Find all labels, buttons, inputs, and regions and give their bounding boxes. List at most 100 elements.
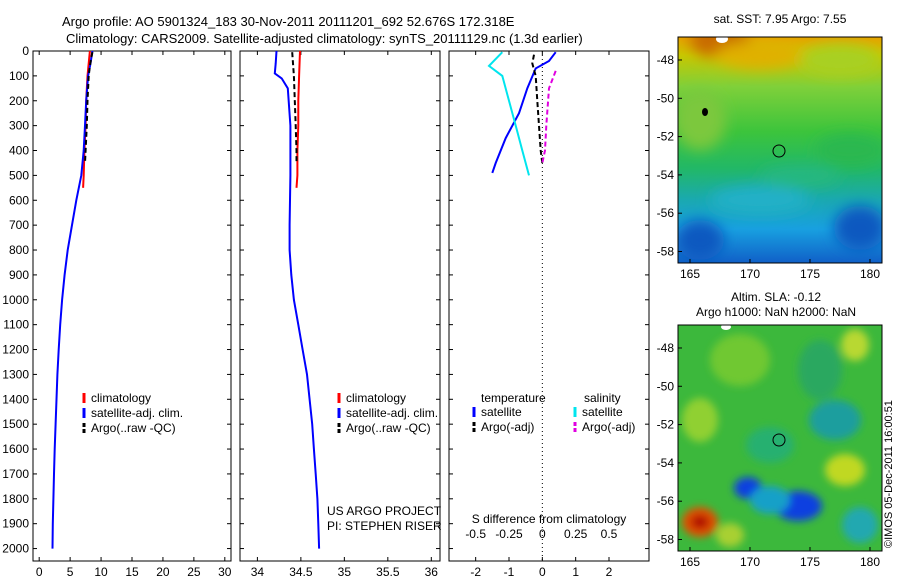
x-tick-label: 30	[218, 565, 232, 579]
series-line-argo-raw-qc-	[84, 52, 94, 164]
legend-title-salinity: salinity	[584, 391, 621, 405]
y-tick-label: 400	[9, 144, 29, 158]
difference-legend-entry-label: satellite	[481, 405, 522, 419]
salinity-plot-frame	[239, 50, 441, 562]
sst-island	[716, 37, 728, 43]
salinity-panel: 3434.53535.536salinityclimatologysatelli…	[239, 50, 442, 580]
salinity-legend-entry-label: satellite-adj. clim.	[346, 406, 438, 420]
s-tick-label: -0.5	[465, 527, 486, 541]
series-line-satellite	[491, 51, 557, 174]
y-tick-label: 1800	[2, 492, 29, 506]
difference-legend-entry-label: satellite	[582, 405, 623, 419]
series-line-argo-raw-qc-	[291, 52, 298, 163]
s-tick-label: 0	[539, 527, 546, 541]
x-tick-label: 0	[539, 565, 546, 579]
y-tick-label: 800	[9, 243, 29, 257]
map-y-tick-label: -52	[657, 418, 675, 432]
y-tick-label: 100	[9, 69, 29, 83]
x-tick-label: 2	[606, 565, 613, 579]
x-tick-label: 34.5	[289, 565, 313, 579]
salinity-legend-entry-label: Argo(..raw -QC)	[346, 421, 431, 435]
map-y-tick-label: -56	[657, 206, 675, 220]
y-tick-label: 500	[9, 168, 29, 182]
map-x-tick-label: 175	[800, 267, 820, 281]
sst-island	[702, 108, 708, 116]
y-tick-label: 1900	[2, 517, 29, 531]
map-y-tick-label: -48	[657, 341, 675, 355]
temperature-legend-entry-label: satellite-adj. clim.	[91, 406, 183, 420]
sla-island	[721, 325, 731, 330]
y-tick-label: 1100	[3, 318, 29, 332]
temperature-legend-entry-label: Argo(..raw -QC)	[91, 421, 176, 435]
sst-map-axes: 165 170 175 180 -48 -50 -52 -54 -56 -58	[657, 53, 881, 281]
s-tick-label: 0.25	[564, 527, 588, 541]
profile-title: Argo profile: AO 5901324_183 30-Nov-2011…	[62, 14, 515, 29]
s-axis-label: S difference from climatology	[472, 512, 627, 526]
map-x-tick-label: 175	[800, 555, 820, 569]
map-x-tick-label: 180	[860, 555, 880, 569]
map-y-tick-label: -54	[657, 168, 675, 182]
x-tick-label: 1	[572, 565, 579, 579]
map-y-tick-label: -52	[657, 130, 675, 144]
sst-map-frame	[677, 36, 883, 264]
y-tick-label: 1200	[2, 343, 29, 357]
legend-title-temperature: temperature	[481, 391, 546, 405]
map-x-tick-label: 165	[680, 555, 700, 569]
y-tick-label: 1000	[2, 293, 29, 307]
map-y-tick-label: -50	[657, 91, 675, 105]
difference-plot-frame	[448, 50, 650, 562]
x-tick-label: 35.5	[376, 565, 400, 579]
sla-map-subtitle: Argo h1000: NaN h2000: NaN	[696, 305, 856, 319]
sla-map-panel: Altim. SLA: -0.12 Argo h1000: NaN h2000:…	[657, 290, 883, 569]
y-tick-label: 1300	[2, 367, 29, 381]
difference-legend-entry-label: Argo(-adj)	[582, 420, 635, 434]
map-y-tick-label: -56	[657, 494, 675, 508]
map-x-tick-label: 180	[860, 267, 880, 281]
series-line-satellite-adj-clim-	[51, 50, 94, 549]
y-tick-label: 1600	[2, 442, 29, 456]
temperature-legend-entry-label: climatology	[91, 391, 151, 405]
y-tick-label: 200	[9, 94, 29, 108]
series-line-climatology	[295, 50, 301, 188]
s-tick-label: -0.25	[495, 527, 523, 541]
map-x-tick-label: 170	[740, 267, 760, 281]
project-annotation: US ARGO PROJECT	[327, 504, 442, 518]
series-line-argo-adj-	[541, 70, 557, 164]
y-tick-label: 300	[9, 119, 29, 133]
y-tick-label: 900	[9, 268, 29, 282]
sla-map-title: Altim. SLA: -0.12	[731, 290, 821, 304]
salinity-legend-entry-label: climatology	[346, 391, 406, 405]
y-tick-label: 0	[22, 44, 29, 58]
map-x-tick-label: 165	[680, 267, 700, 281]
sla-argo-marker	[772, 433, 786, 447]
s-tick-label: 0.5	[601, 527, 618, 541]
x-tick-label: 36	[425, 565, 439, 579]
sla-map-axes: 165 170 175 180 -48 -50 -52 -54 -56 -58	[657, 341, 881, 569]
temperature-plot-frame	[32, 50, 232, 562]
x-tick-label: 20	[156, 565, 170, 579]
series-line-argo-adj-	[531, 54, 544, 164]
map-y-tick-label: -48	[657, 53, 675, 67]
map-y-tick-label: -58	[657, 533, 675, 547]
y-tick-label: 700	[9, 218, 29, 232]
map-x-tick-label: 170	[740, 555, 760, 569]
series-line-satellite-adj-clim-	[273, 50, 321, 549]
x-tick-label: 10	[94, 565, 108, 579]
x-tick-label: -1	[504, 565, 515, 579]
x-tick-label: 34	[251, 565, 265, 579]
map-y-tick-label: -54	[657, 456, 675, 470]
x-tick-label: -2	[470, 565, 481, 579]
sst-map-title: sat. SST: 7.95 Argo: 7.55	[714, 12, 847, 26]
y-tick-label: 2000	[2, 542, 29, 556]
project-annotation: PI: STEPHEN RISER	[327, 519, 442, 533]
y-tick-label: 1700	[2, 467, 29, 481]
difference-legend-entry-label: Argo(-adj)	[481, 420, 534, 434]
x-tick-label: 5	[67, 565, 74, 579]
sla-anomaly-patches	[682, 329, 878, 547]
sla-map-frame	[677, 324, 883, 552]
y-tick-label: 1500	[2, 417, 29, 431]
x-tick-label: 25	[187, 565, 201, 579]
sst-argo-marker	[772, 144, 786, 158]
series-line-satellite	[487, 51, 530, 176]
